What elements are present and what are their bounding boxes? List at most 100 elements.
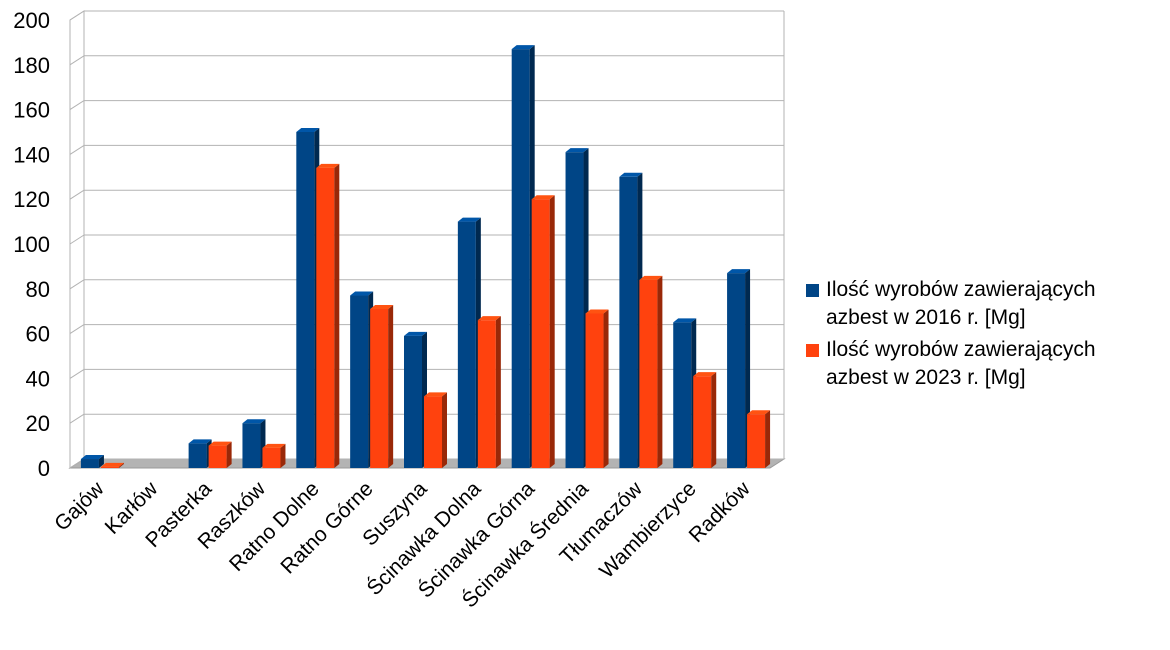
y-tick-label: 0: [38, 456, 50, 481]
bar-top: [100, 462, 124, 467]
bar-2023: [208, 441, 232, 468]
bar-2023: [262, 443, 286, 468]
gridline-side: [69, 413, 85, 424]
bar-top: [370, 304, 394, 309]
bar-top: [619, 172, 643, 177]
bar-front: [457, 221, 476, 468]
bar-top: [262, 443, 286, 448]
bar-side: [765, 410, 771, 468]
gridline-side: [69, 144, 85, 155]
bar-side: [495, 316, 501, 468]
bar-front: [262, 447, 281, 468]
legend-item-2016: Ilość wyrobów zawierających azbest w 201…: [806, 276, 1166, 332]
bar-2016: [727, 269, 751, 468]
legend-label-2016-line2: azbest w 2016 r. [Mg]: [826, 306, 1026, 329]
bar-front: [727, 273, 746, 468]
bar-top: [80, 455, 104, 460]
legend-item-2023: Ilość wyrobów zawierających azbest w 202…: [806, 336, 1166, 392]
y-tick-label: 80: [26, 277, 50, 302]
gridline-side: [69, 189, 85, 200]
bar-front: [673, 322, 692, 468]
bars: [80, 45, 771, 469]
gridline-side: [69, 55, 85, 66]
bar-top: [673, 318, 697, 323]
legend-label-2023: Ilość wyrobów zawierających azbest w 202…: [826, 336, 1096, 392]
bar-2023: [100, 462, 124, 468]
legend-label-2016: Ilość wyrobów zawierających azbest w 201…: [826, 276, 1096, 332]
bar-front: [316, 167, 335, 468]
bar-front: [370, 308, 389, 468]
bar-2023: [531, 195, 555, 468]
bar-side: [226, 441, 232, 468]
legend: Ilość wyrobów zawierających azbest w 201…: [806, 276, 1166, 396]
bar-top: [296, 128, 320, 132]
bar-side: [603, 309, 609, 468]
bar-2016: [350, 291, 374, 468]
bar-2016: [619, 172, 643, 469]
bar-2023: [370, 304, 394, 468]
bar-top: [188, 439, 212, 444]
bar-top: [531, 195, 555, 200]
bar-front: [619, 176, 638, 469]
bar-top: [242, 419, 266, 424]
gridline-side: [69, 10, 85, 21]
bar-2016: [565, 148, 589, 468]
bar-front: [693, 376, 712, 468]
bar-top: [477, 316, 501, 321]
y-tick-label: 160: [13, 98, 50, 123]
legend-label-2016-line1: Ilość wyrobów zawierających: [826, 278, 1096, 301]
bar-2023: [639, 275, 663, 468]
bar-front: [188, 443, 207, 468]
legend-swatch-2016: [806, 284, 819, 297]
y-tick-label: 200: [13, 8, 50, 33]
y-tick-label: 180: [13, 53, 50, 78]
bar-2023: [477, 316, 501, 468]
bar-top: [404, 331, 427, 336]
y-tick-label: 60: [26, 322, 50, 347]
gridline-side: [69, 234, 85, 245]
bar-front: [296, 132, 315, 468]
bar-top: [350, 291, 374, 296]
bar-front: [531, 199, 550, 468]
y-tick-label: 120: [13, 187, 50, 212]
bar-side: [280, 443, 286, 468]
bar-side: [334, 163, 340, 468]
bar-side: [98, 455, 104, 468]
bar-top: [585, 309, 609, 314]
bar-2023: [693, 372, 717, 468]
bar-side: [388, 304, 394, 468]
bar-front: [477, 320, 496, 468]
bar-2016: [242, 419, 266, 468]
bar-2016: [404, 331, 427, 468]
bar-top: [208, 441, 232, 446]
gridline-side: [69, 368, 85, 379]
y-tick-label: 100: [13, 232, 50, 257]
bar-side: [657, 275, 663, 468]
gridline-side: [69, 279, 85, 290]
bar-top: [565, 148, 589, 153]
bar-front: [404, 335, 422, 468]
bar-front: [208, 445, 227, 468]
bar-front: [511, 49, 530, 469]
bar-front: [424, 396, 442, 468]
bar-side: [549, 195, 555, 468]
bar-top: [693, 372, 717, 377]
bar-2023: [316, 163, 340, 468]
bar-front: [565, 152, 584, 468]
legend-swatch-2023: [806, 344, 819, 357]
bar-side: [442, 392, 447, 468]
bar-2023: [424, 392, 447, 468]
bar-front: [80, 459, 99, 468]
bar-top: [511, 45, 535, 50]
bar-front: [242, 423, 261, 468]
bar-top: [457, 217, 481, 222]
bar-2016: [188, 439, 212, 468]
y-axis-ticks: 0 20 40 60 80 100 120 140 160 180 200: [13, 8, 50, 481]
y-tick-label: 40: [26, 366, 50, 391]
y-tick-label: 20: [26, 411, 50, 436]
bar-front: [100, 466, 119, 468]
bar-side: [118, 462, 124, 468]
bar-2016: [80, 455, 104, 468]
